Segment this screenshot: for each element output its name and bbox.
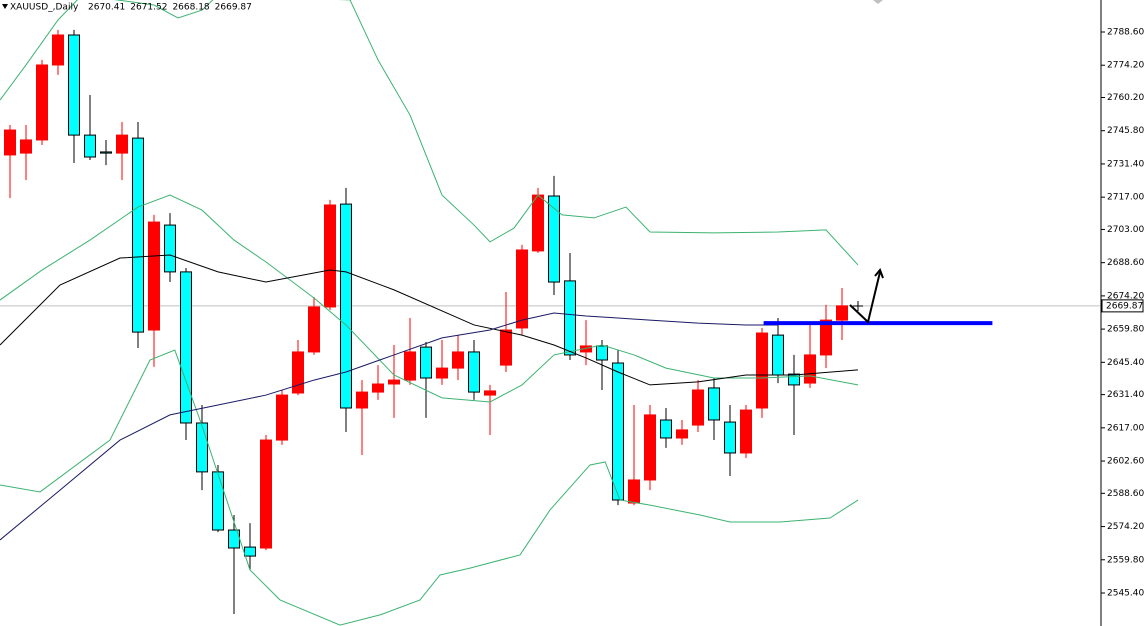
candle-body	[804, 354, 816, 384]
header-icon	[2, 4, 8, 9]
candle-body	[196, 422, 208, 473]
candle-body	[260, 439, 272, 549]
candle-body	[820, 319, 832, 356]
y-tick-label: 2574.20	[1107, 522, 1144, 532]
candle-body	[452, 351, 464, 369]
header-value: 2668.18	[172, 3, 209, 13]
header-value: 2671.52	[130, 3, 167, 13]
y-tick-label: 2717.00	[1107, 193, 1144, 203]
candle-body	[420, 346, 432, 379]
candle-body	[404, 351, 416, 381]
y-tick-label: 2588.60	[1107, 489, 1144, 499]
y-tick-label: 2545.40	[1107, 588, 1144, 598]
y-tick-label: 2631.40	[1107, 390, 1144, 400]
candle-body	[100, 151, 112, 154]
candle-body	[580, 345, 592, 353]
indicator-line	[0, 349, 859, 626]
symbol: XAUUSD_,Daily	[10, 3, 79, 13]
candle-body	[244, 546, 256, 557]
y-tick-label: 2703.00	[1107, 225, 1144, 235]
candle-body	[84, 134, 96, 158]
plot-area	[0, 0, 1100, 626]
y-tick-label: 2731.40	[1107, 159, 1144, 169]
candle-body	[772, 334, 784, 376]
candle-body	[724, 421, 736, 454]
candle-body	[164, 224, 176, 273]
candle-body	[4, 129, 16, 156]
y-tick-label: 2688.60	[1107, 258, 1144, 268]
arrow-annotation	[849, 271, 881, 324]
candle-body	[660, 419, 672, 439]
header: XAUUSD_,Daily 2670.41 2671.52 2668.18 2669.…	[10, 3, 252, 13]
candle-body	[484, 390, 496, 396]
candle-body	[756, 332, 768, 409]
candle-body	[740, 409, 752, 454]
candle-body	[148, 221, 160, 331]
price-label-box	[1101, 299, 1144, 313]
candle-body	[628, 479, 640, 504]
candle-body	[68, 34, 80, 136]
y-tick-label: 2602.60	[1107, 457, 1144, 467]
y-tick-label: 2617.00	[1107, 423, 1144, 433]
candle-body	[532, 194, 544, 252]
candle-body	[676, 429, 688, 439]
indicator-line	[0, 312, 778, 541]
candle-body	[340, 203, 352, 409]
candle-body	[468, 351, 480, 393]
candle-body	[276, 394, 288, 441]
candle-body	[132, 137, 144, 333]
candle-body	[612, 362, 624, 501]
indicator-line	[0, 254, 859, 386]
candle-body	[292, 351, 304, 394]
candle-body	[788, 373, 800, 386]
candle-body	[324, 204, 336, 308]
price-label: 2669.87	[1106, 301, 1143, 311]
candle-body	[356, 391, 368, 409]
candle-body	[500, 329, 512, 366]
crosshair	[853, 301, 863, 311]
candle-body	[20, 139, 32, 154]
indicator-line	[0, 0, 859, 266]
y-tick-label: 2559.80	[1107, 555, 1144, 565]
y-tick-label: 2745.80	[1107, 126, 1144, 136]
candle-body	[212, 471, 224, 531]
y-tick-label: 2774.20	[1107, 61, 1144, 71]
candle-body	[596, 345, 608, 361]
candle-body	[516, 249, 528, 329]
arrow-head	[874, 268, 884, 279]
y-tick-label: 2788.60	[1107, 27, 1144, 37]
candle-body	[52, 34, 64, 66]
candle-body	[36, 64, 48, 141]
candle-body	[436, 367, 448, 379]
candle-body	[388, 379, 400, 385]
candle-body	[708, 387, 720, 421]
candle-body	[548, 195, 560, 283]
candle-body	[836, 305, 848, 321]
y-tick-label: 2760.20	[1107, 93, 1144, 103]
y-tick-label: 2645.40	[1107, 358, 1144, 368]
candle-body	[116, 134, 128, 154]
header-value: 2669.87	[215, 3, 252, 13]
y-tick-label: 2674.20	[1107, 291, 1144, 301]
candle-body	[180, 271, 192, 424]
shift-marker	[873, 0, 883, 4]
y-tick-label: 2659.80	[1107, 325, 1144, 335]
candle-body	[692, 389, 704, 426]
y-axis-labels: 2788.60 2774.20 2760.20 2745.80 2731.40 2717.…	[1101, 27, 1144, 598]
candle-body	[308, 306, 320, 353]
indicator-line	[0, 194, 859, 403]
candle-body	[372, 383, 384, 393]
header-value: 2670.41	[88, 3, 125, 13]
candle-body	[564, 280, 576, 356]
candle-body	[644, 414, 656, 481]
